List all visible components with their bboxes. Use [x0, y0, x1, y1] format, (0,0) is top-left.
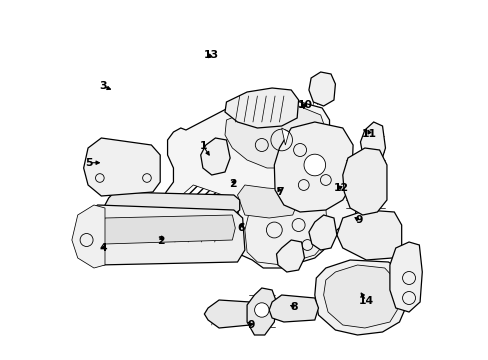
Text: 9: 9 [247, 320, 254, 330]
Polygon shape [268, 295, 318, 322]
Text: 2: 2 [157, 236, 164, 246]
Polygon shape [78, 205, 244, 265]
Text: 1: 1 [199, 141, 206, 151]
Polygon shape [389, 242, 422, 312]
Polygon shape [101, 215, 235, 244]
Polygon shape [246, 288, 276, 335]
Text: 12: 12 [333, 183, 348, 193]
Text: 3: 3 [100, 81, 107, 91]
Text: 5: 5 [85, 158, 93, 168]
Text: 10: 10 [297, 100, 312, 110]
Polygon shape [83, 138, 160, 196]
Text: 13: 13 [203, 50, 219, 60]
Polygon shape [244, 195, 327, 265]
Polygon shape [314, 260, 406, 335]
Text: 8: 8 [290, 302, 297, 312]
Polygon shape [336, 210, 401, 260]
Polygon shape [360, 122, 385, 164]
Polygon shape [274, 122, 352, 212]
Text: 6: 6 [237, 222, 244, 233]
Polygon shape [170, 185, 241, 252]
Text: 4: 4 [100, 243, 107, 253]
Text: 11: 11 [362, 129, 377, 139]
Polygon shape [323, 265, 396, 328]
Polygon shape [224, 106, 325, 168]
Polygon shape [276, 240, 304, 272]
Polygon shape [105, 192, 239, 218]
Polygon shape [204, 300, 254, 328]
Polygon shape [308, 215, 336, 250]
Polygon shape [224, 88, 298, 128]
Polygon shape [200, 138, 230, 175]
Text: 9: 9 [354, 215, 362, 225]
Polygon shape [342, 148, 386, 215]
Circle shape [254, 303, 268, 317]
Text: 7: 7 [275, 186, 283, 197]
Circle shape [304, 154, 325, 176]
Polygon shape [308, 72, 335, 106]
Text: 14: 14 [358, 296, 373, 306]
Polygon shape [281, 128, 288, 145]
Text: 2: 2 [229, 179, 236, 189]
Polygon shape [72, 205, 105, 268]
Polygon shape [237, 185, 298, 218]
Polygon shape [159, 100, 358, 268]
